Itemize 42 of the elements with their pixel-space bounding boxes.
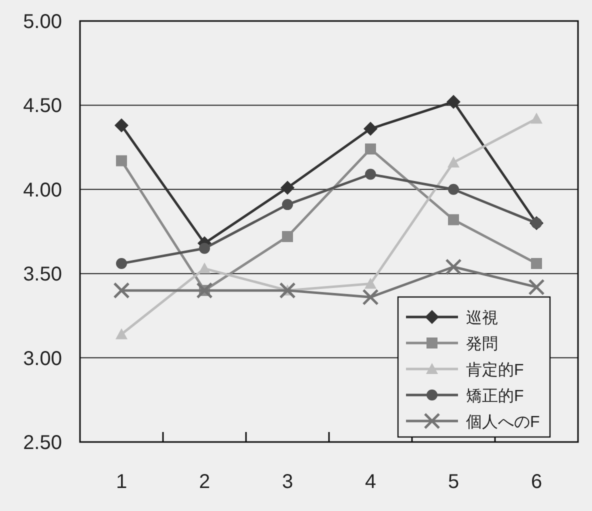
point [282, 199, 293, 210]
point [114, 118, 128, 132]
point [365, 143, 376, 154]
point [365, 168, 376, 180]
legend-label: 肯定的F [466, 361, 524, 379]
legend-label: 個人へのF [466, 414, 540, 431]
point [196, 282, 213, 299]
point [279, 282, 296, 299]
point [116, 258, 127, 269]
point [113, 282, 130, 299]
x-tick-label: 5 [448, 471, 460, 493]
y-tick-label: 4.50 [23, 95, 62, 118]
legend-label: 巡視 [466, 309, 498, 327]
y-tick-label: 2.50 [23, 432, 62, 454]
x-tick-label: 3 [282, 471, 294, 493]
point [280, 180, 294, 195]
point [445, 258, 462, 276]
y-tick-label: 5.00 [23, 11, 62, 33]
point [362, 288, 379, 306]
y-tick-label: 4.00 [23, 179, 62, 202]
point [116, 328, 128, 340]
point [198, 262, 210, 274]
point [364, 278, 376, 289]
point [448, 214, 459, 226]
legend-label: 矯正的F [466, 388, 524, 405]
y-tick-label: 3.00 [23, 348, 62, 370]
x-tick-label: 6 [530, 471, 542, 493]
x-tick-label: 1 [116, 471, 128, 493]
point [364, 122, 378, 136]
point [528, 278, 545, 296]
y-tick-label: 3.50 [23, 264, 62, 286]
point [199, 242, 210, 254]
legend-label: 発問 [466, 336, 498, 353]
x-tick-label: 2 [198, 471, 210, 493]
point [531, 258, 542, 269]
x-tick-label: 4 [364, 471, 376, 493]
point [448, 184, 459, 195]
point [446, 94, 460, 109]
point [116, 155, 127, 166]
point [530, 112, 542, 124]
point [448, 156, 460, 168]
point [282, 231, 293, 242]
